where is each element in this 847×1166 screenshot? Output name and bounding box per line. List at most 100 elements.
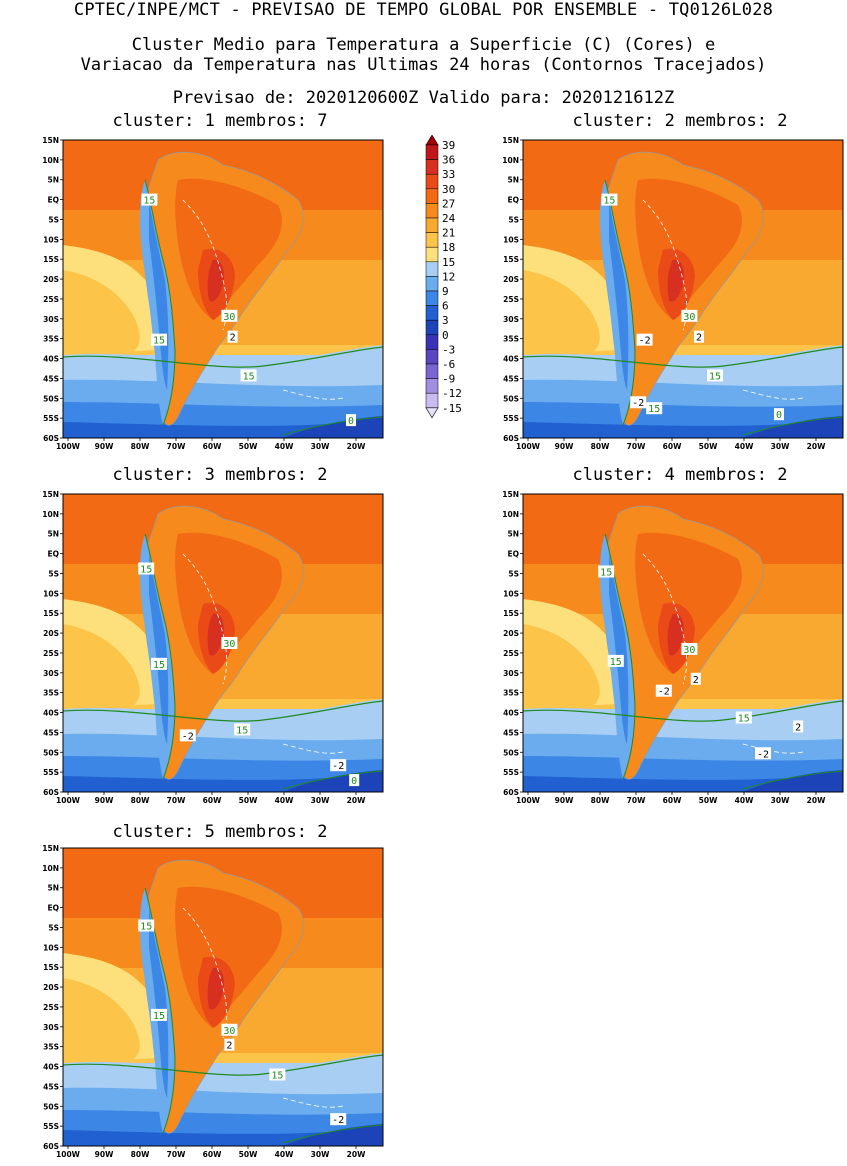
colorbar-label: -3	[442, 343, 455, 356]
lat-tick-label: 35S	[43, 689, 59, 698]
contour-label: 30	[683, 645, 695, 656]
contour-label: 2	[230, 333, 236, 344]
lat-tick-label: 45S	[43, 374, 59, 383]
contour-label-box	[151, 657, 167, 670]
lon-tick-label: 80W	[591, 796, 610, 805]
lat-tick-label: 50S	[503, 394, 519, 403]
lon-tick-label: 40W	[735, 442, 754, 451]
lat-tick-label: 45S	[503, 374, 519, 383]
lat-tick-label: 5S	[48, 923, 59, 932]
colorbar-label: 3	[442, 314, 449, 327]
temperature-map-4: 15 30 15 2 -2 15 2 -2 15N 10N 5N EQ 5S 10S 15S 20S 25S 30…	[502, 490, 844, 805]
lat-tick-label: 55S	[43, 414, 59, 423]
contour-label: 2	[795, 722, 801, 733]
contour-label: 15	[709, 371, 721, 382]
colorbar-label: 15	[442, 256, 455, 269]
contour-label: 15	[610, 657, 622, 668]
contour-label-box	[646, 402, 663, 415]
contour-label: -2	[658, 687, 670, 698]
colorbar-swatch	[425, 392, 439, 409]
contour-label-box	[151, 1008, 167, 1021]
contour-label-box	[735, 711, 752, 724]
lat-tick-label: 30S	[43, 669, 59, 678]
map-panel-1: 15 30 2 15 15 0 15N 10N 5N EQ 5S 10S 15S 20S 25S 30S 35S…	[23, 134, 393, 458]
lon-tick-label: 80W	[131, 442, 150, 451]
temperature-map-5: 15 30 15 2 15 -2 15N 10N 5N EQ 5S 10S 15S 20S 25S 30S 35…	[42, 844, 384, 1159]
contour-label: -2	[639, 336, 651, 347]
lon-tick-label: 90W	[95, 442, 114, 451]
contour-label-box	[221, 309, 238, 322]
contour-label-box	[138, 562, 155, 575]
lat-tick-label: 10N	[502, 510, 519, 519]
map-panel-5: 15 30 15 2 15 -2 15N 10N 5N EQ 5S 10S 15S 20S 25S 30S 35…	[23, 842, 393, 1166]
colorbar-swatch	[425, 349, 439, 365]
lat-tick-label: 15N	[42, 490, 59, 499]
lat-tick-label: 15N	[502, 490, 519, 499]
figure-subtitle-1: Cluster Medio para Temperatura a Superfi…	[131, 35, 716, 55]
lat-tick-label: 60S	[43, 434, 59, 443]
colorbar-swatch	[425, 378, 439, 394]
contour-label: 15	[153, 660, 165, 671]
lat-tick-label: 60S	[43, 788, 59, 797]
panel-title-4: cluster: 4 membros: 2	[572, 465, 788, 485]
lat-tick-label: 55S	[503, 414, 519, 423]
lat-tick-label: 40S	[43, 355, 59, 364]
lon-tick-label: 100W	[516, 442, 541, 451]
lon-tick-label: 50W	[239, 796, 258, 805]
lat-tick-label: 25S	[43, 295, 59, 304]
lat-tick-label: 50S	[43, 748, 59, 757]
figure-subtitle-2: Variacao da Temperatura nas Ultimas 24 h…	[80, 55, 767, 75]
contour-label-box	[240, 369, 257, 382]
lat-tick-label: 10N	[42, 864, 59, 873]
contour-label-box	[269, 1068, 286, 1081]
colorbar-swatch	[425, 246, 439, 263]
lat-tick-label: 15S	[43, 609, 59, 618]
lat-tick-label: 25S	[43, 1003, 59, 1012]
lat-tick-label: 40S	[43, 709, 59, 718]
colorbar-label: 6	[442, 300, 449, 313]
lon-tick-label: 70W	[167, 1150, 186, 1159]
colorbar-swatch	[425, 319, 439, 336]
contour-label: 15	[236, 725, 248, 736]
lon-tick-label: 20W	[807, 796, 826, 805]
colorbar: 39 36 33 30 27 24 21 18 15 12 9 6 3 0 -3 -6 -9 -12 -15	[424, 134, 474, 449]
lat-tick-label: 5N	[48, 884, 60, 893]
colorbar-label: 27	[442, 197, 455, 210]
contour-label-box	[636, 333, 653, 346]
contour-label: 0	[351, 776, 357, 787]
lon-tick-label: 70W	[627, 442, 646, 451]
map-panel-4: 15 30 15 2 -2 15 2 -2 15N 10N 5N EQ 5S 10S 15S 20S 25S 30…	[483, 488, 847, 812]
lat-tick-label: 10S	[43, 589, 59, 598]
contour-label: -2	[332, 761, 344, 772]
colorbar-label: 30	[442, 183, 455, 196]
contour-label-box	[598, 565, 615, 578]
lon-tick-label: 70W	[167, 796, 186, 805]
contour-label: 30	[683, 312, 695, 323]
lat-tick-label: 50S	[503, 748, 519, 757]
contour-label-box	[681, 309, 698, 322]
contour-label: -2	[182, 731, 194, 742]
contour-label-box	[755, 747, 771, 760]
lat-tick-label: 5S	[48, 215, 59, 224]
lat-tick-label: 30S	[43, 315, 59, 324]
colorbar-label: -15	[442, 402, 462, 415]
lat-tick-label: EQ	[508, 550, 520, 559]
lat-tick-label: 5N	[48, 176, 60, 185]
lon-tick-label: 60W	[203, 442, 222, 451]
lat-tick-label: 5N	[508, 176, 520, 185]
lon-tick-label: 30W	[311, 442, 330, 451]
contour-label-box	[774, 408, 784, 421]
contour-label-box	[707, 369, 723, 382]
contour-label: 15	[271, 1070, 283, 1081]
lat-tick-label: 5S	[508, 569, 519, 578]
lon-tick-label: 90W	[555, 442, 574, 451]
contour-label-box	[138, 919, 155, 932]
lat-tick-label: EQ	[48, 550, 60, 559]
panel-title-5: cluster: 5 membros: 2	[112, 822, 328, 842]
lat-tick-label: 60S	[503, 434, 519, 443]
lon-tick-label: 60W	[663, 442, 682, 451]
lat-tick-label: 55S	[503, 768, 519, 777]
lon-tick-label: 100W	[56, 442, 81, 451]
contour-label: 2	[226, 1041, 232, 1052]
lat-tick-label: 50S	[43, 1102, 59, 1111]
